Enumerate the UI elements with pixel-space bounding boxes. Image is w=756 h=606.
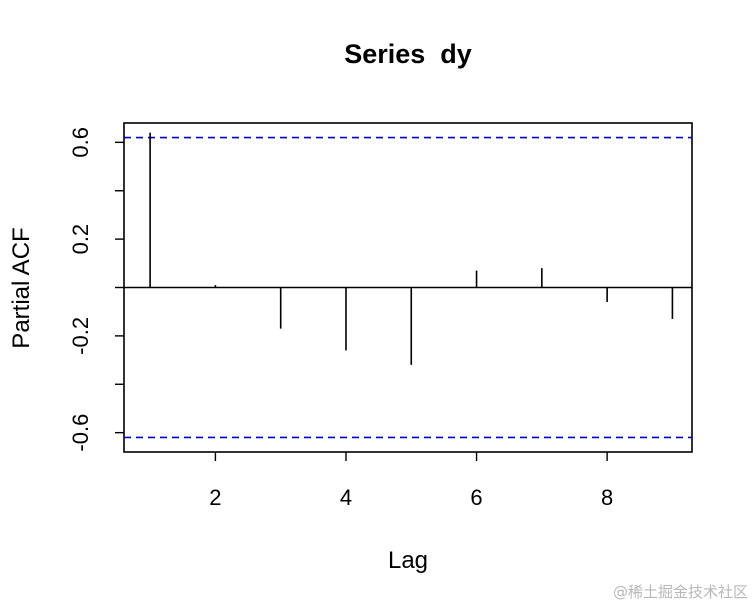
x-tick-label: 2 xyxy=(209,485,221,510)
y-tick-label: 0.2 xyxy=(68,224,93,255)
y-tick-label: -0.2 xyxy=(68,317,93,355)
y-axis-label: Partial ACF xyxy=(8,227,35,348)
x-tick-label: 8 xyxy=(601,485,613,510)
x-tick-label: 6 xyxy=(470,485,482,510)
x-tick-label: 4 xyxy=(340,485,352,510)
y-tick-label: -0.6 xyxy=(68,414,93,452)
chart-title: Series dy xyxy=(344,39,472,69)
x-axis-label: Lag xyxy=(388,547,428,574)
watermark: @稀土掘金技术社区 xyxy=(612,583,748,601)
y-tick-label: 0.6 xyxy=(68,127,93,158)
